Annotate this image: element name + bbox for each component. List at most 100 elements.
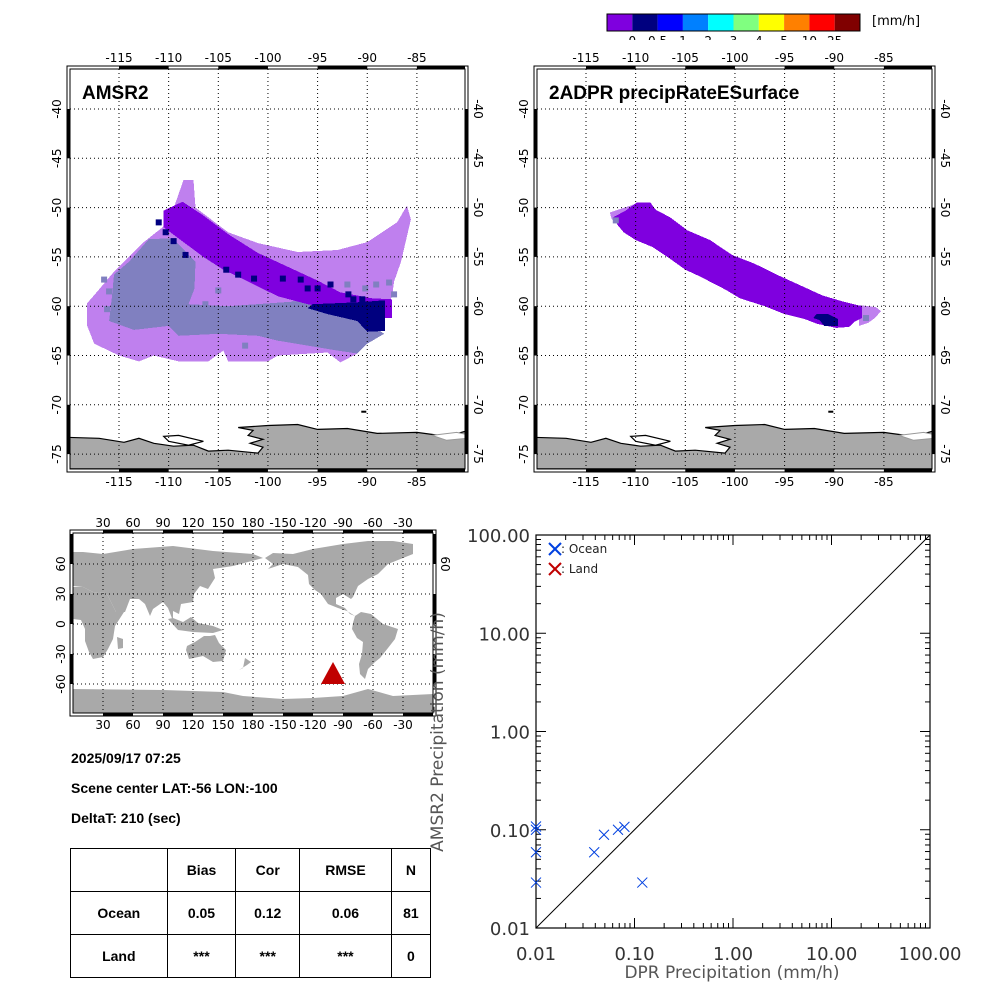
stats-cell: Land <box>70 934 168 978</box>
panel-title: AMSR2 <box>82 83 149 104</box>
world-lon-tick-label: 120 <box>182 718 205 732</box>
lon-tick-label: -95 <box>775 51 795 65</box>
world-lon-tick-label: 120 <box>182 516 205 530</box>
stats-cell: 0.06 <box>299 891 392 935</box>
y-tick-label: 10.00 <box>478 624 530 645</box>
lat-tick-label: -75 <box>938 444 952 464</box>
lat-tick-label: -65 <box>517 346 531 366</box>
frame-segment <box>534 306 537 356</box>
stats-cell: 0.05 <box>166 891 237 935</box>
legend-land-label: : Land <box>561 562 598 576</box>
world-lat-tick-label: -60 <box>54 674 68 694</box>
land-new-zealand <box>239 658 251 670</box>
precip-heavy-pixel <box>170 238 177 245</box>
frame-segment <box>586 469 636 472</box>
x-tick-label: 100.00 <box>899 944 962 965</box>
colorbar-tick-label: 25 <box>827 34 842 40</box>
frame-segment <box>67 404 70 455</box>
lon-tick-label: -100 <box>254 475 281 489</box>
precip-medium-area <box>163 201 393 318</box>
precip-heavy-pixel <box>251 275 258 282</box>
world-lat-tick-label: 0 <box>54 620 68 628</box>
scatter-point-ocean <box>598 829 610 841</box>
island-mark <box>361 410 367 413</box>
world-locator-map: 303060609090120120150150180180-150-150-1… <box>54 516 452 732</box>
lat-tick-label: -40 <box>938 99 952 119</box>
frame-segment <box>784 469 835 472</box>
lat-tick-label: -40 <box>50 99 64 119</box>
frame-segment <box>416 469 465 472</box>
frame-segment <box>433 654 436 684</box>
panel-title: 2ADPR precipRateESurface <box>549 83 799 104</box>
frame-segment <box>932 109 935 159</box>
lon-tick-label: -100 <box>721 51 748 65</box>
world-lon-tick-label: 90 <box>155 516 170 530</box>
lon-tick-label: -110 <box>155 51 182 65</box>
precip-overlap-pixel <box>612 217 619 224</box>
world-lon-tick-label: 180 <box>242 718 265 732</box>
colorbar-tick-label: 10 <box>802 34 817 40</box>
precip-overlap-pixel <box>106 288 113 295</box>
frame-segment <box>163 713 193 716</box>
lat-tick-label: -65 <box>471 346 485 366</box>
world-lat-tick-label: 30 <box>54 586 68 601</box>
map-content <box>70 69 465 469</box>
colorbar-tick-label: 0.5 <box>648 34 667 40</box>
lat-tick-label: -45 <box>517 148 531 168</box>
colorbar-tick-label: 2 <box>704 34 712 40</box>
ice-shelf <box>629 434 671 446</box>
land-eurasia <box>73 546 263 621</box>
frame-segment <box>586 66 636 69</box>
frame-segment <box>403 713 433 716</box>
lon-tick-label: -90 <box>824 475 844 489</box>
scatter-point-ocean <box>588 846 600 858</box>
precip-overlap-pixel <box>362 285 369 292</box>
frame-segment <box>883 66 932 69</box>
precip-heavy-pixel <box>297 276 304 283</box>
lat-tick-label: -70 <box>517 395 531 415</box>
world-lat-tick-label: 60 <box>54 556 68 571</box>
lon-tick-label: -95 <box>775 475 795 489</box>
frame-segment <box>932 207 935 257</box>
lat-tick-label: -70 <box>471 395 485 415</box>
y-axis-label: AMSR2 Precipitation (mm/h) <box>428 612 448 852</box>
scene-location-marker <box>321 662 345 684</box>
lat-tick-label: -45 <box>471 148 485 168</box>
frame-segment <box>883 469 932 472</box>
colorbar-swatch <box>758 14 785 31</box>
lat-tick-label: -45 <box>938 148 952 168</box>
colorbar-swatch <box>784 14 810 31</box>
lon-tick-label: -105 <box>205 475 232 489</box>
stats-header-n: N <box>390 848 432 892</box>
frame-segment <box>534 109 537 159</box>
one-to-one-line <box>535 534 931 929</box>
lon-tick-label: -100 <box>721 475 748 489</box>
lat-tick-label: -50 <box>517 198 531 218</box>
precip-overlap-pixel <box>391 291 398 298</box>
lon-tick-label: -115 <box>105 475 132 489</box>
frame-segment <box>534 404 537 455</box>
frame-segment <box>223 713 253 716</box>
x-tick-label: 0.10 <box>614 944 654 965</box>
colorbar-swatch <box>834 14 860 31</box>
x-tick-label: 0.01 <box>516 944 556 965</box>
colorbar: 0 0.5 1 2 3 4 5 10 25 [mm/h] <box>606 13 920 40</box>
world-lon-tick-label: -150 <box>269 718 296 732</box>
frame-segment <box>67 109 70 159</box>
frame-segment <box>343 530 373 533</box>
land-madagascar <box>117 637 123 649</box>
precip-heavy-pixel <box>314 285 321 292</box>
world-lon-tick-label: -90 <box>333 516 353 530</box>
world-lon-tick-label: -90 <box>333 718 353 732</box>
precip-overlap-pixel <box>202 301 209 308</box>
stats-header-bias: Bias <box>166 848 237 892</box>
frame-segment <box>685 469 735 472</box>
world-lon-tick-label: 150 <box>212 516 235 530</box>
stats-cell: 81 <box>390 891 432 935</box>
lon-tick-label: -110 <box>155 475 182 489</box>
frame-segment <box>932 306 935 356</box>
frame-segment <box>433 594 436 624</box>
frame-segment <box>218 469 268 472</box>
stats-header-cor: Cor <box>235 848 301 892</box>
lon-tick-label: -105 <box>205 51 232 65</box>
